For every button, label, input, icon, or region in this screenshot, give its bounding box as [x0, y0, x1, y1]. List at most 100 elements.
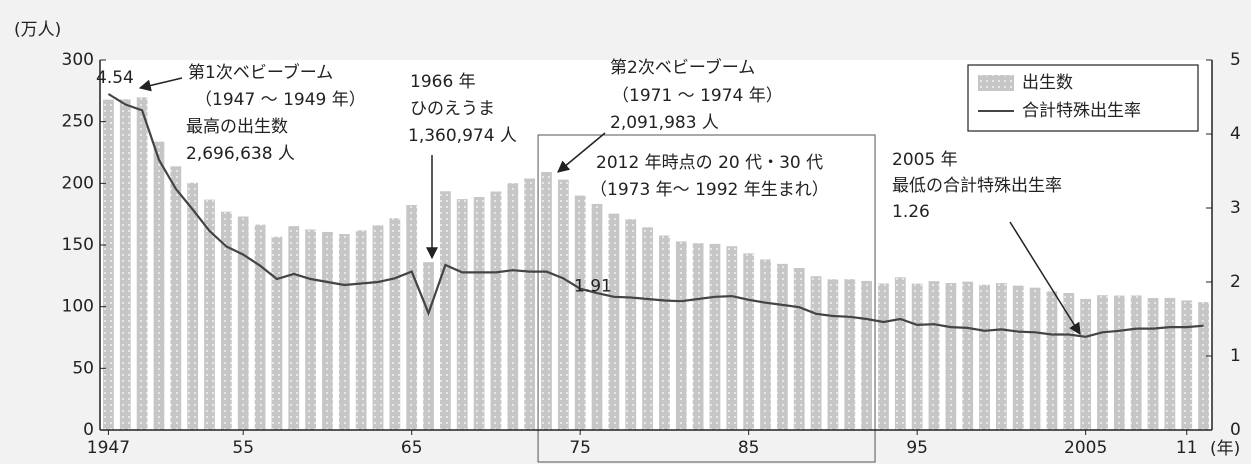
bar [1113, 295, 1125, 430]
bar [844, 279, 856, 430]
annotation: 1966 年 [410, 72, 476, 92]
y-axis-label: (万人) [14, 20, 61, 40]
bar [1063, 292, 1075, 430]
bar [625, 219, 637, 430]
y-tick-label: 300 [62, 50, 94, 70]
annotation: 第2次ベビーブーム [610, 57, 755, 78]
bar [979, 284, 990, 430]
bar [271, 236, 283, 430]
data-label: 4.54 [96, 68, 134, 88]
bar [608, 213, 620, 430]
bar [945, 282, 957, 430]
bar [861, 280, 872, 430]
annotation: 2,091,983 人 [610, 113, 719, 133]
bar [776, 263, 788, 430]
annotation-arrow [1009, 221, 1081, 336]
y2-tick-label: 4 [1230, 124, 1241, 144]
bar [962, 281, 974, 430]
bar [591, 203, 603, 430]
bar [254, 224, 266, 430]
annotation: （1947 ～ 1949 年） [195, 90, 366, 110]
annotation: 第1次ベビーブーム [188, 62, 333, 83]
bar [692, 243, 704, 430]
bar [187, 182, 199, 430]
bar [1164, 297, 1176, 430]
x-tick-label: 2005 [1064, 438, 1107, 458]
bar [456, 199, 468, 430]
bar [793, 267, 805, 430]
bar [406, 205, 418, 430]
annotation: （1971 ～ 1974 年） [612, 86, 783, 106]
bar [541, 171, 552, 430]
bar [490, 191, 502, 430]
bar [1029, 287, 1041, 430]
bar [743, 253, 755, 430]
bar [119, 99, 131, 430]
y-tick-label: 150 [62, 235, 94, 255]
x-tick-label: 55 [232, 438, 254, 458]
bar [1198, 302, 1209, 430]
x-tick-label: 65 [401, 438, 423, 458]
annotation: 2005 年 [892, 150, 958, 170]
x-tick-label: 75 [569, 438, 591, 458]
bar [1097, 295, 1108, 430]
bar [760, 259, 771, 430]
x-axis-label: (年) [1210, 439, 1240, 459]
bar [524, 178, 536, 430]
bar [372, 225, 384, 430]
x-tick-label: 1947 [87, 438, 130, 458]
annotation: 2,696,638 人 [186, 144, 295, 164]
bar [136, 97, 148, 431]
bar [440, 191, 451, 430]
bar [423, 262, 434, 430]
annotation: 最低の合計特殊出生率 [892, 176, 1062, 196]
bar [204, 199, 215, 430]
bar [878, 283, 889, 430]
bar [675, 241, 687, 430]
bar [928, 281, 940, 430]
y2-tick-label: 5 [1230, 50, 1241, 70]
bar [911, 283, 923, 430]
bar [153, 141, 165, 430]
bar [827, 279, 839, 430]
legend-label: 出生数 [1022, 73, 1073, 93]
bar [810, 276, 822, 430]
bar [103, 99, 114, 430]
annotation: 1.26 [892, 202, 930, 222]
bar [473, 197, 485, 430]
bar [1080, 298, 1092, 430]
data-label: 1.91 [574, 277, 612, 297]
annotation: 最高の出生数 [186, 117, 288, 137]
bar [322, 231, 333, 430]
bar [305, 229, 316, 430]
y-tick-label: 0 [83, 420, 94, 440]
bar [557, 179, 569, 430]
bar [338, 234, 350, 430]
bar [170, 166, 182, 430]
highlight-box [537, 134, 876, 463]
x-tick-label: 95 [906, 438, 928, 458]
line [107, 93, 1204, 338]
bar [726, 246, 738, 430]
y-tick-label: 100 [62, 297, 94, 317]
bar [237, 216, 249, 430]
annotation: 2012 年時点の 20 代・30 代 [596, 153, 823, 173]
bar [1181, 300, 1193, 430]
bar [355, 230, 367, 430]
annotation: 1,360,974 人 [408, 126, 517, 146]
bar [574, 195, 586, 430]
y2-tick-label: 3 [1230, 198, 1241, 218]
bar [659, 235, 670, 430]
bar [1130, 295, 1142, 430]
x-tick-label: 85 [738, 438, 760, 458]
bar [220, 211, 232, 430]
y2-tick-label: 1 [1230, 346, 1241, 366]
y2-tick-label: 2 [1230, 272, 1241, 292]
legend-label: 合計特殊出生率 [1022, 101, 1141, 121]
x-tick-label: 11 [1176, 438, 1198, 458]
annotation-arrow [138, 77, 183, 92]
annotation: ひのえうま [410, 99, 495, 119]
y2-tick-label: 0 [1230, 420, 1241, 440]
y-tick-label: 250 [62, 112, 94, 132]
